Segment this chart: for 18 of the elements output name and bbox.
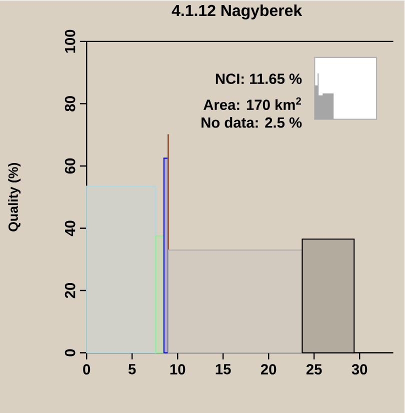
y-tick-label: 100 [65, 30, 76, 53]
x-tick-label: 20 [261, 364, 276, 375]
annotation: No data: 2.5 % [202, 117, 302, 128]
y-axis-title: Quality (%) [8, 162, 21, 232]
y-tick-label: 20 [65, 282, 76, 298]
y-tick-label: 80 [65, 96, 76, 112]
x-tick-label: 15 [216, 364, 232, 374]
x-tick-label: 30 [352, 364, 368, 375]
x-tick-label: 0 [83, 364, 90, 375]
y-tick-label: 0 [65, 349, 76, 356]
x-tick-label: 25 [306, 364, 322, 375]
y-tick-label: 40 [65, 220, 76, 236]
annotation: NCI: 11.65 % [216, 74, 302, 84]
x-tick-label: 10 [170, 364, 186, 375]
x-tick-label: 5 [128, 364, 136, 374]
y-tick-label: 60 [65, 158, 76, 174]
chart-title: 4.1.12 Nagyberek [172, 4, 302, 20]
annotation: Area: 170 km$^{2}$ [204, 97, 302, 110]
